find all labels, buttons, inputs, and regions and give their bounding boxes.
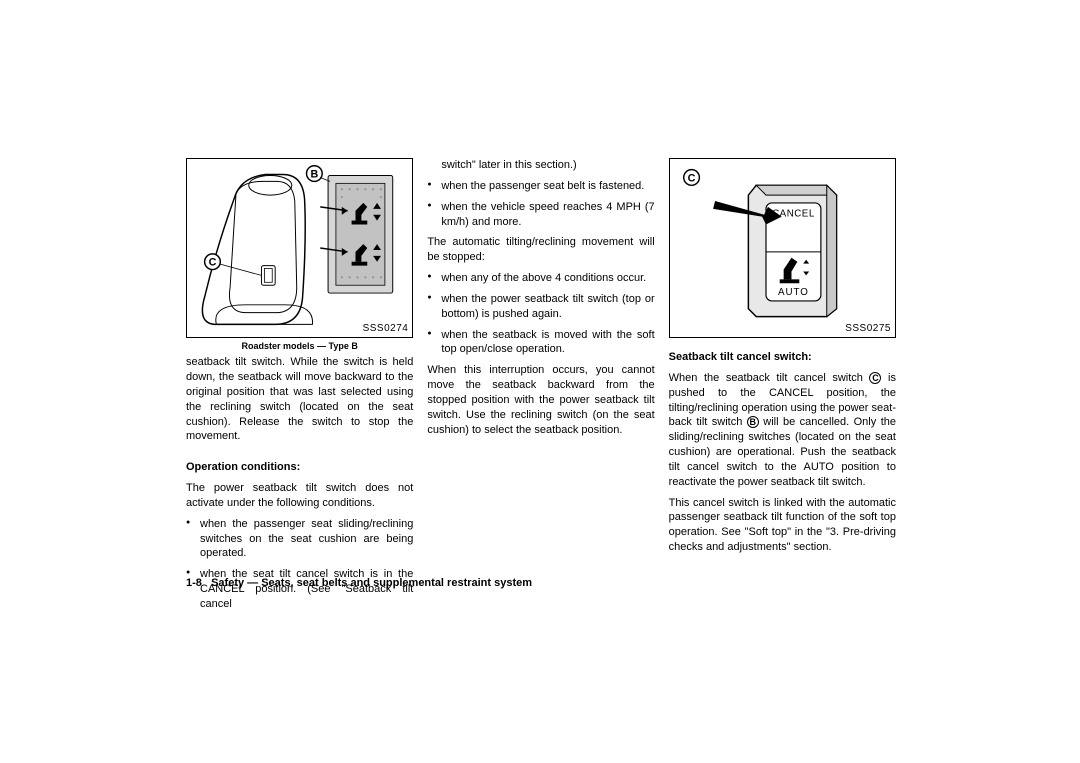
ref-circle-b: B xyxy=(747,416,759,428)
list-item: when the passenger seat belt is fastened… xyxy=(427,179,654,194)
page-footer: 1-8 Safety — Seats, seat belts and suppl… xyxy=(186,576,532,591)
chapter-title: Safety — Seats, seat belts and supplemen… xyxy=(211,577,532,589)
col2-list-top: when the passenger seat belt is fastened… xyxy=(427,179,654,236)
page-content: C B xyxy=(186,158,896,598)
col2-continuation: switch" later in this section.) xyxy=(427,158,654,173)
column-3: C CANCEL AUTO xyxy=(669,158,896,598)
col2-p2: When this interruption occurs, you canno… xyxy=(427,363,654,437)
col2-p1: The automatic tilting/reclining movement… xyxy=(427,235,654,265)
seatback-cancel-heading: Seatback tilt cancel switch: xyxy=(669,350,896,365)
list-item: when the vehicle speed reaches 4 MPH (7 … xyxy=(427,200,654,230)
column-1: C B xyxy=(186,158,413,598)
col1-para2: The power seatback tilt switch does not … xyxy=(186,481,413,511)
svg-text:C: C xyxy=(687,172,695,184)
col2-list-bottom: when any of the above 4 conditions occur… xyxy=(427,271,654,363)
col3-p2: This cancel switch is linked with the au… xyxy=(669,496,896,555)
svg-text:AUTO: AUTO xyxy=(778,287,809,298)
svg-text:C: C xyxy=(209,257,217,269)
figure-code: SSS0275 xyxy=(845,322,891,336)
list-item: when the seatback is moved with the soft… xyxy=(427,328,654,358)
column-2: switch" later in this section.) when the… xyxy=(427,158,654,598)
list-item: when the power seatback tilt switch (top… xyxy=(427,292,654,322)
cancel-switch-illustration: C CANCEL AUTO xyxy=(670,159,895,337)
svg-text:B: B xyxy=(310,168,318,180)
figure-seat-switches: C B xyxy=(186,158,413,338)
seat-illustration: C B xyxy=(187,159,412,337)
col1-list: when the passenger seat sliding/reclinin… xyxy=(186,517,413,618)
operation-conditions-heading: Operation conditions: xyxy=(186,460,413,475)
col1-para1: seatback tilt switch. While the switch i… xyxy=(186,355,413,444)
figure1-caption: Roadster models — Type B xyxy=(186,340,413,352)
list-item: when any of the above 4 conditions occur… xyxy=(427,271,654,286)
text-segment: When the seatback tilt cancel switch xyxy=(669,372,870,384)
list-item: when the passenger seat sliding/reclinin… xyxy=(186,517,413,562)
figure-cancel-switch: C CANCEL AUTO xyxy=(669,158,896,338)
col3-p1: When the seatback tilt cancel switch C i… xyxy=(669,371,896,490)
figure-code: SSS0274 xyxy=(363,322,409,336)
ref-circle-c: C xyxy=(869,372,881,384)
page-number: 1-8 xyxy=(186,577,202,589)
